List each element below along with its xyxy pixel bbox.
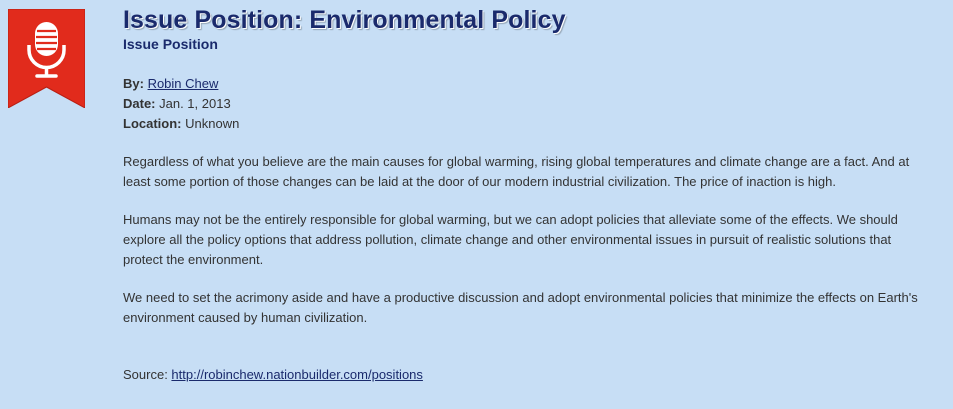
date-row: Date: Jan. 1, 2013 bbox=[123, 94, 933, 114]
page-title: Issue Position: Environmental Policy bbox=[123, 6, 566, 34]
source-line: Source: http://robinchew.nationbuilder.c… bbox=[123, 365, 933, 385]
location-value: Unknown bbox=[185, 116, 240, 131]
by-label: By: bbox=[123, 76, 148, 91]
source-label: Source: bbox=[123, 367, 172, 382]
body-paragraph-1: Regardless of what you believe are the m… bbox=[123, 154, 910, 189]
location-label: Location: bbox=[123, 116, 186, 131]
location-row: Location: Unknown bbox=[123, 114, 933, 134]
author-row: By: Robin Chew bbox=[123, 74, 933, 94]
date-value: Jan. 1, 2013 bbox=[159, 96, 231, 111]
page-subtitle: Issue Position bbox=[123, 36, 218, 52]
author-link[interactable]: Robin Chew bbox=[147, 76, 219, 91]
date-label: Date: bbox=[123, 96, 160, 111]
body-paragraph-3: We need to set the acrimony aside and ha… bbox=[123, 290, 918, 325]
issue-content: Issue Position: Environmental Policy Iss… bbox=[123, 6, 933, 385]
body-paragraph-2: Humans may not be the entirely responsib… bbox=[123, 212, 898, 267]
microphone-ribbon-icon bbox=[8, 9, 85, 108]
source-link[interactable]: http://robinchew.nationbuilder.com/posit… bbox=[171, 367, 423, 382]
issue-meta: By: Robin Chew Date: Jan. 1, 2013 Locati… bbox=[123, 74, 933, 134]
